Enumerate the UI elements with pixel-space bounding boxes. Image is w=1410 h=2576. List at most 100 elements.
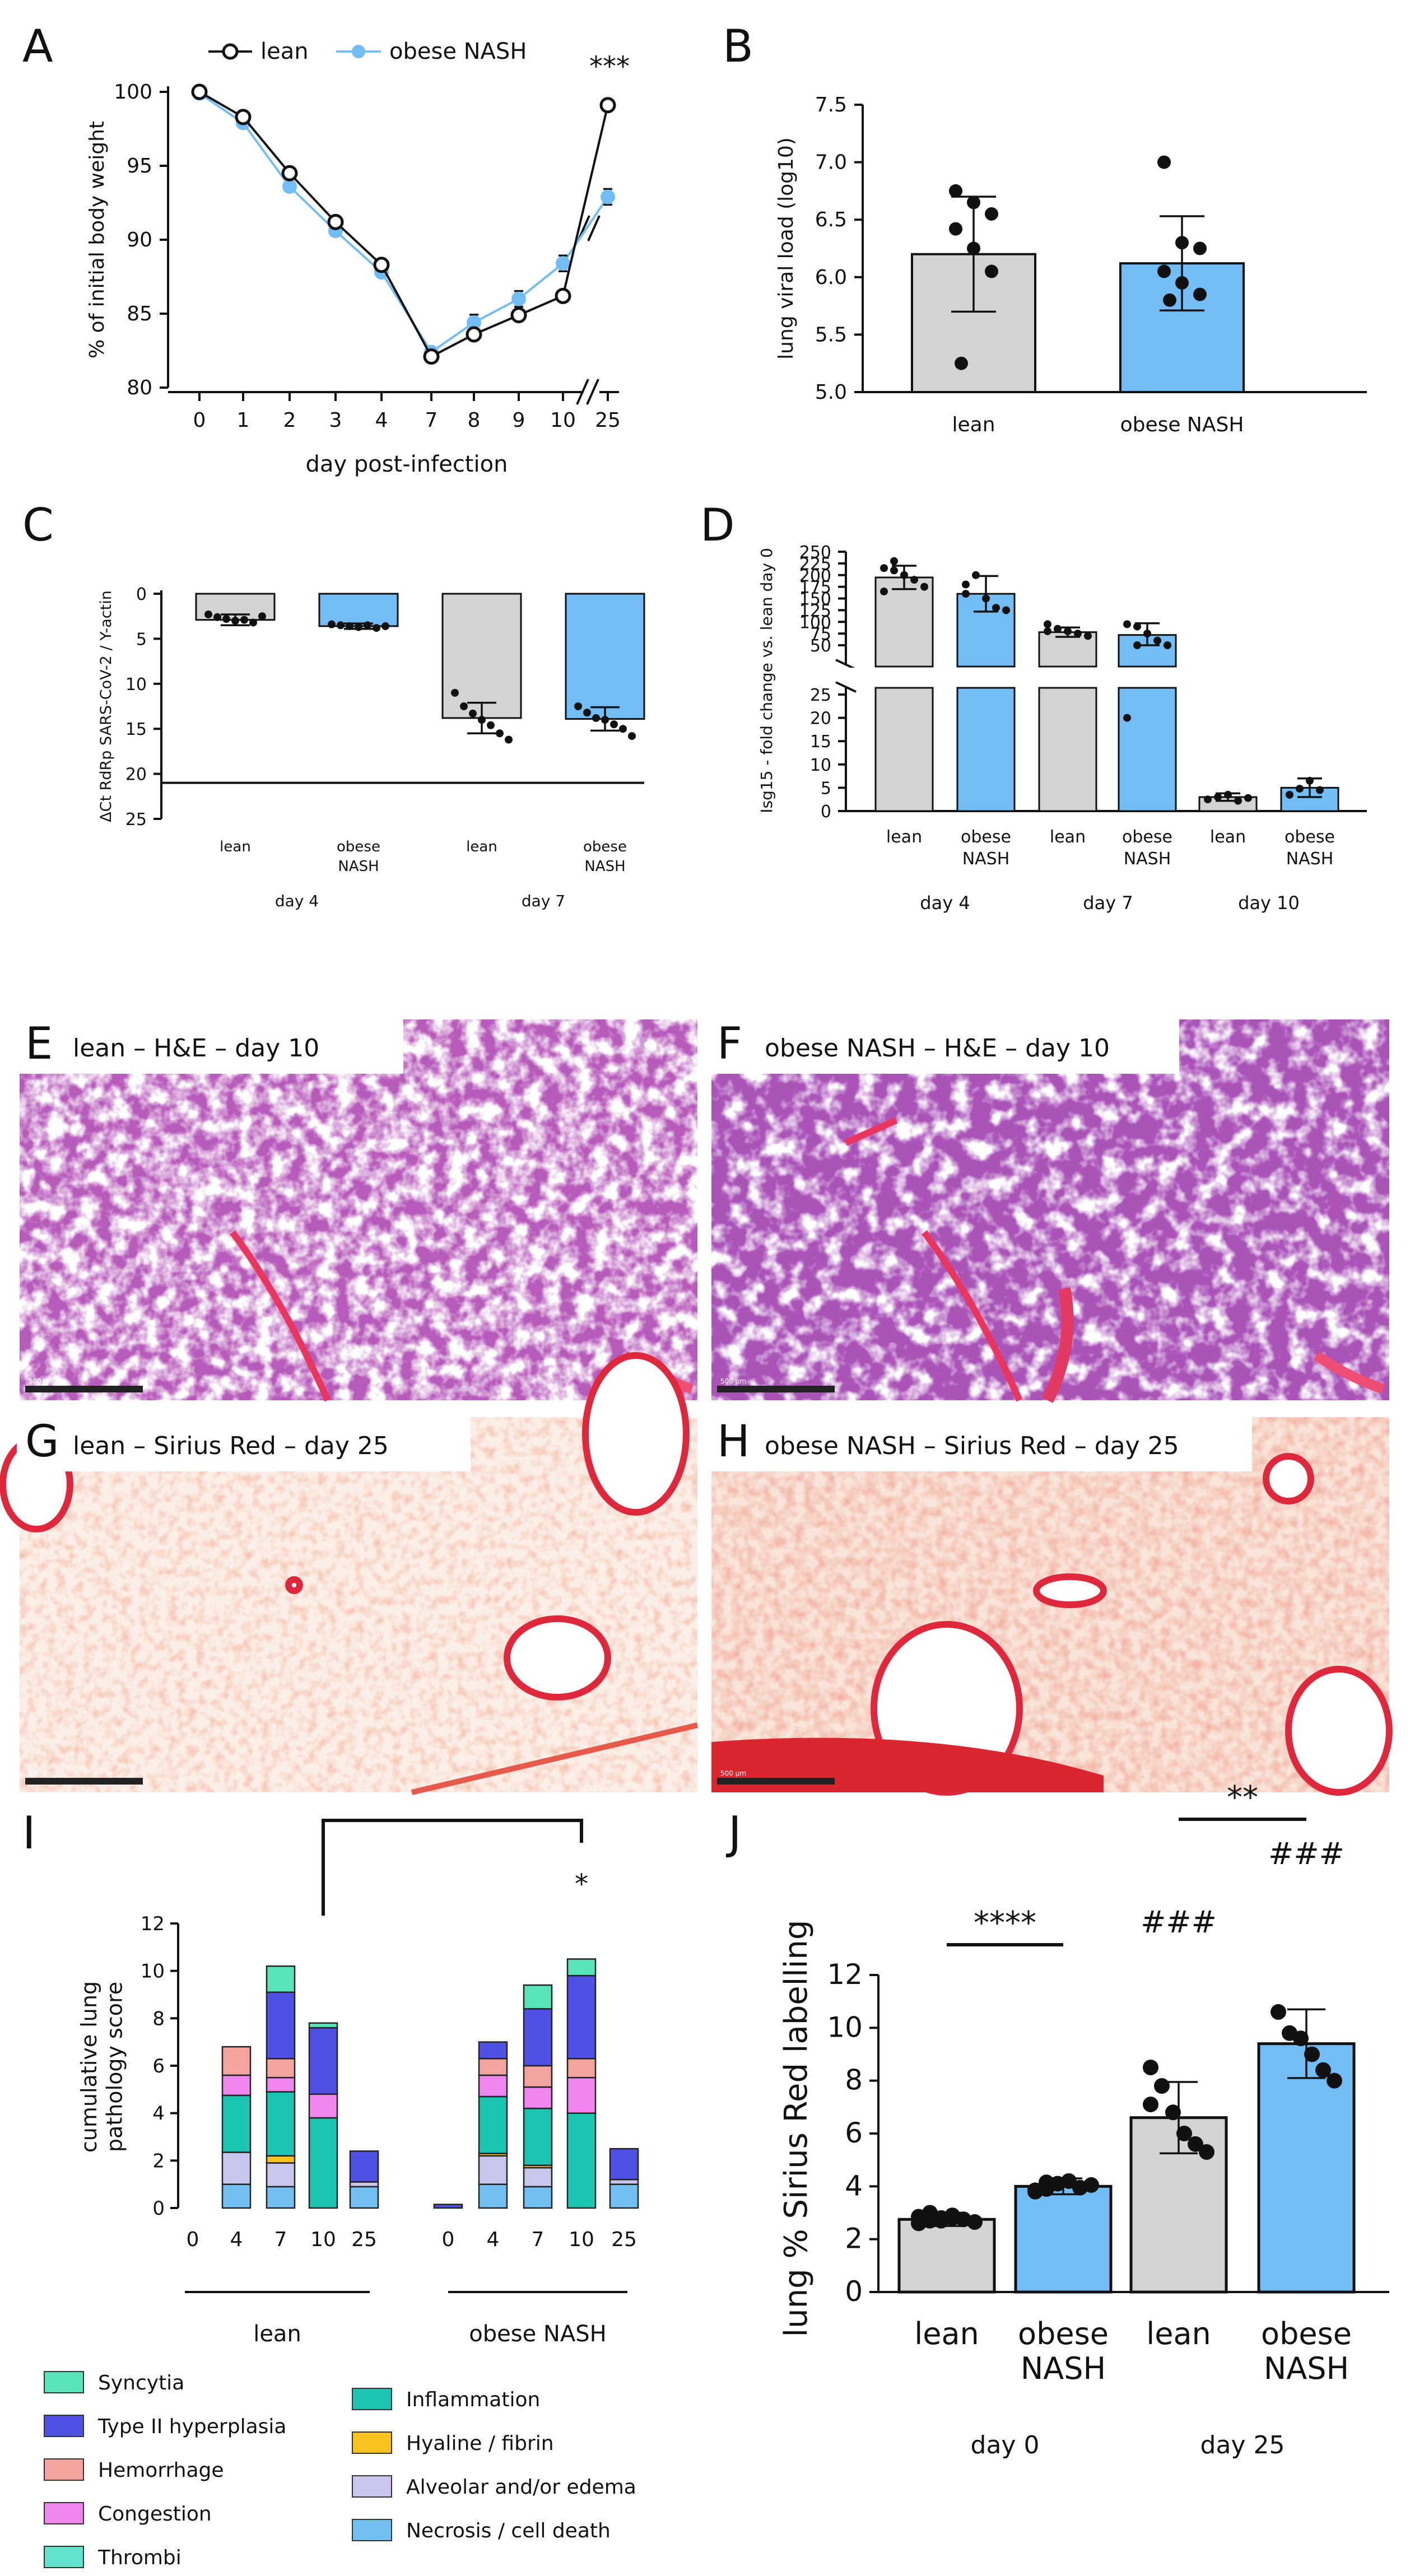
data-point <box>967 195 980 209</box>
y-tick-label: 7.0 <box>815 151 847 174</box>
vessel <box>1314 1351 1385 1394</box>
y-tick-label: 175 <box>799 578 831 598</box>
group-label: day 25 <box>1200 2431 1285 2459</box>
stack-segment-type2 <box>266 1991 296 2060</box>
tissue-texture <box>20 1019 697 1400</box>
stack-segment-syncytia <box>566 1958 597 1977</box>
data-point <box>1123 714 1131 722</box>
y-tick-label: 6.5 <box>815 208 847 231</box>
stack-segment-alveolar <box>349 2181 379 2188</box>
stack-segment-alveolar <box>609 2178 639 2185</box>
stack-segment-syncytia <box>308 2022 338 2029</box>
stack-segment-hemorrhage <box>566 2058 597 2079</box>
category-label: obese NASH <box>1122 827 1172 869</box>
data-point <box>1293 2030 1309 2047</box>
y-tick-label: 4 <box>152 2103 165 2125</box>
data-point <box>1157 155 1171 169</box>
data-point <box>1199 2144 1214 2160</box>
y-tick-label: 25 <box>810 686 831 705</box>
panel-j: J 0 2 4 6 8 10 12 lung % Sirius Red labelling lea… <box>725 1780 1389 2459</box>
stack-segment-congestion <box>221 2074 252 2097</box>
legend-label: Inflammation <box>406 2388 540 2411</box>
y-tick-label: 10 <box>810 756 831 775</box>
legend-swatch-type2 <box>44 2415 84 2437</box>
stack-segment-alveolar <box>266 2162 296 2188</box>
data-point <box>880 587 888 595</box>
data-point <box>985 264 998 278</box>
y-tick-label: 6 <box>152 2055 165 2077</box>
y-tick-label: 6 <box>845 2117 863 2149</box>
data-point <box>1133 622 1141 631</box>
stack-segment-alveolar <box>478 2155 508 2185</box>
label-background <box>17 1017 403 1074</box>
category-label: lean <box>466 839 497 855</box>
panel-letter: D <box>700 499 735 551</box>
y-tick-label: 4 <box>845 2169 863 2202</box>
category-label: obese NASH <box>1261 2316 1352 2386</box>
group-label: obese NASH <box>469 2321 606 2347</box>
histology-label: obese NASH – H&E – day 10 <box>765 1034 1110 1063</box>
data-point <box>451 688 459 697</box>
x-tick-label: 0 <box>187 2228 199 2251</box>
panel-i: I 0 2 4 6 8 10 12 cumulative lungpathology score… <box>22 1807 639 2569</box>
y-tick-label: 0 <box>845 2275 863 2308</box>
data-point <box>496 729 504 738</box>
y-axis-title: Isg15 - fold change vs. lean day 0 <box>757 548 776 813</box>
data-point-obese <box>282 179 297 194</box>
data-point <box>1027 2182 1043 2198</box>
data-point <box>1064 627 1072 635</box>
y-axis-title: lung % Sirius Red labelling <box>778 1920 815 2337</box>
stack-segment-necrosis <box>523 2186 553 2209</box>
histology-label: lean – Sirius Red – day 25 <box>73 1432 389 1460</box>
data-point <box>574 702 582 710</box>
y-tick-label: 20 <box>810 709 831 729</box>
stack-segment-inflammation <box>221 2094 252 2153</box>
y-tick-label: 80 <box>127 376 152 399</box>
legend-label: Alveolar and/or edema <box>406 2476 636 2499</box>
data-point <box>240 616 248 624</box>
panel-letter: J <box>725 1807 742 1859</box>
legend-swatch-inflammation <box>352 2388 392 2410</box>
data-point <box>1244 794 1252 802</box>
group-label: day 7 <box>522 892 565 910</box>
stack-segment-congestion <box>478 2074 508 2098</box>
label-background <box>709 1414 1252 1471</box>
data-point-lean <box>235 109 252 125</box>
data-point <box>328 620 336 628</box>
y-tick-label: 5 <box>821 779 831 798</box>
histology-label: obese NASH – Sirius Red – day 25 <box>765 1432 1179 1460</box>
legend-label: Congestion <box>98 2503 212 2526</box>
data-point <box>1315 2062 1331 2078</box>
legend-label: Necrosis / cell death <box>406 2519 611 2542</box>
scale-bar <box>25 1778 143 1785</box>
stack-segment-inflammation <box>478 2095 508 2154</box>
legend-label: Thrombi <box>97 2546 182 2569</box>
stack-segment-alveolar <box>523 2167 553 2188</box>
y-tick-label: 10 <box>125 675 147 695</box>
significance-mark: *** <box>589 51 630 82</box>
y-tick-label: 5.0 <box>815 381 847 404</box>
y-tick-label: 0 <box>821 802 831 822</box>
data-point <box>962 580 970 589</box>
panel-letter: G <box>25 1417 59 1467</box>
data-point <box>249 618 257 627</box>
data-point <box>1175 236 1189 250</box>
data-point <box>258 612 266 621</box>
bar <box>565 593 645 720</box>
data-point <box>355 623 362 631</box>
y-tick-label: 15 <box>810 732 831 752</box>
histology-label: lean – H&E – day 10 <box>73 1034 319 1063</box>
category-label: obese NASH <box>1120 413 1244 436</box>
y-tick-label: 150 <box>799 590 831 609</box>
y-tick-label: 90 <box>127 229 152 251</box>
significance-mark: **** <box>974 1905 1036 1941</box>
stack-segment-syncytia <box>523 1984 553 2010</box>
data-point <box>962 590 970 598</box>
x-tick-label: 25 <box>351 2228 377 2251</box>
panel-b: B 5.0 5.5 6.0 6.5 7.0 7.5 lung viral load (log1… <box>723 20 1367 436</box>
data-point <box>890 566 898 575</box>
data-point <box>1054 625 1062 633</box>
y-tick-label: 12 <box>827 1958 863 1991</box>
data-point <box>1188 2136 1203 2152</box>
